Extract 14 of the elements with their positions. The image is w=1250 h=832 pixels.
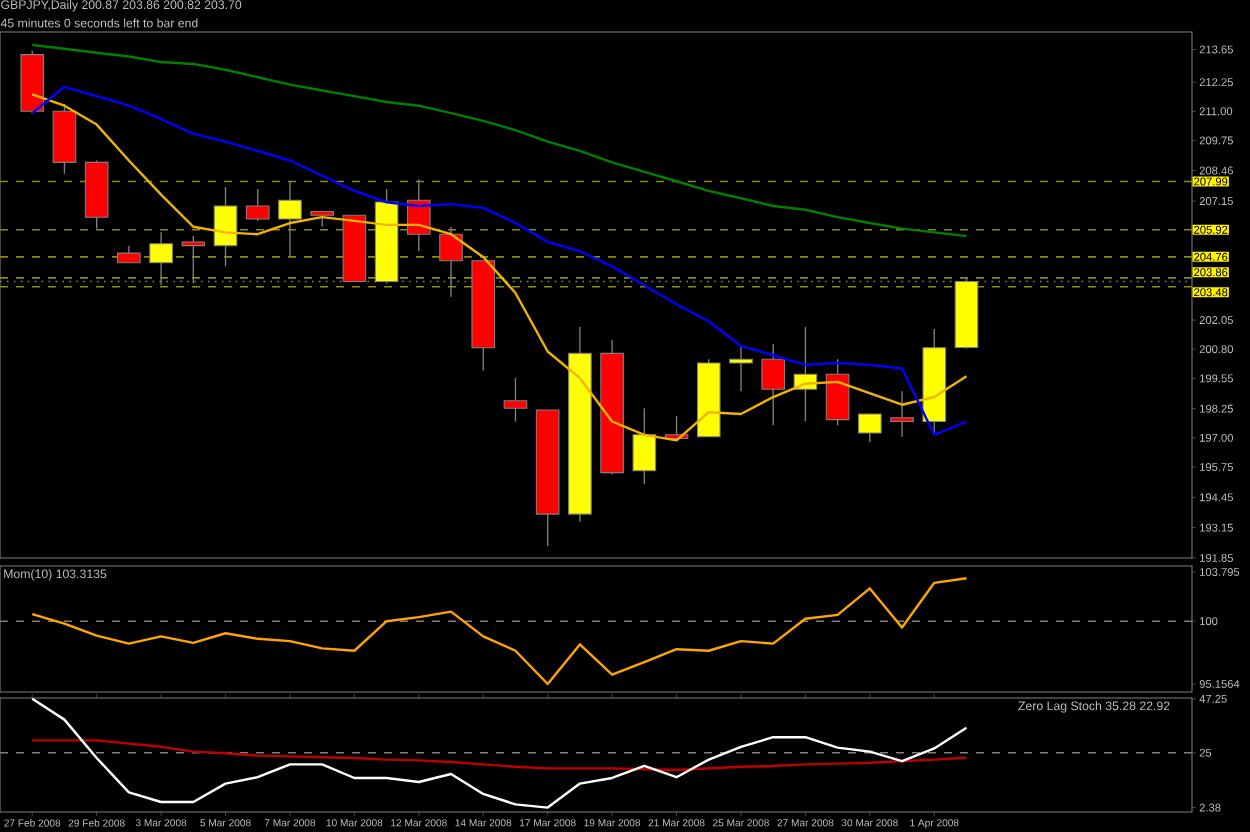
candlestick [213,186,238,268]
candlestick [439,226,463,298]
candlestick [825,358,850,426]
candlestick [858,413,882,443]
line-series [31,577,968,686]
candlestick [245,188,270,222]
candlestick [761,343,786,426]
candlestick [278,180,302,258]
candlestick [890,390,914,438]
line-series [31,697,968,809]
candlestick [632,407,657,485]
candlestick [503,377,528,423]
candlestick [729,345,753,392]
line-series [31,43,968,238]
